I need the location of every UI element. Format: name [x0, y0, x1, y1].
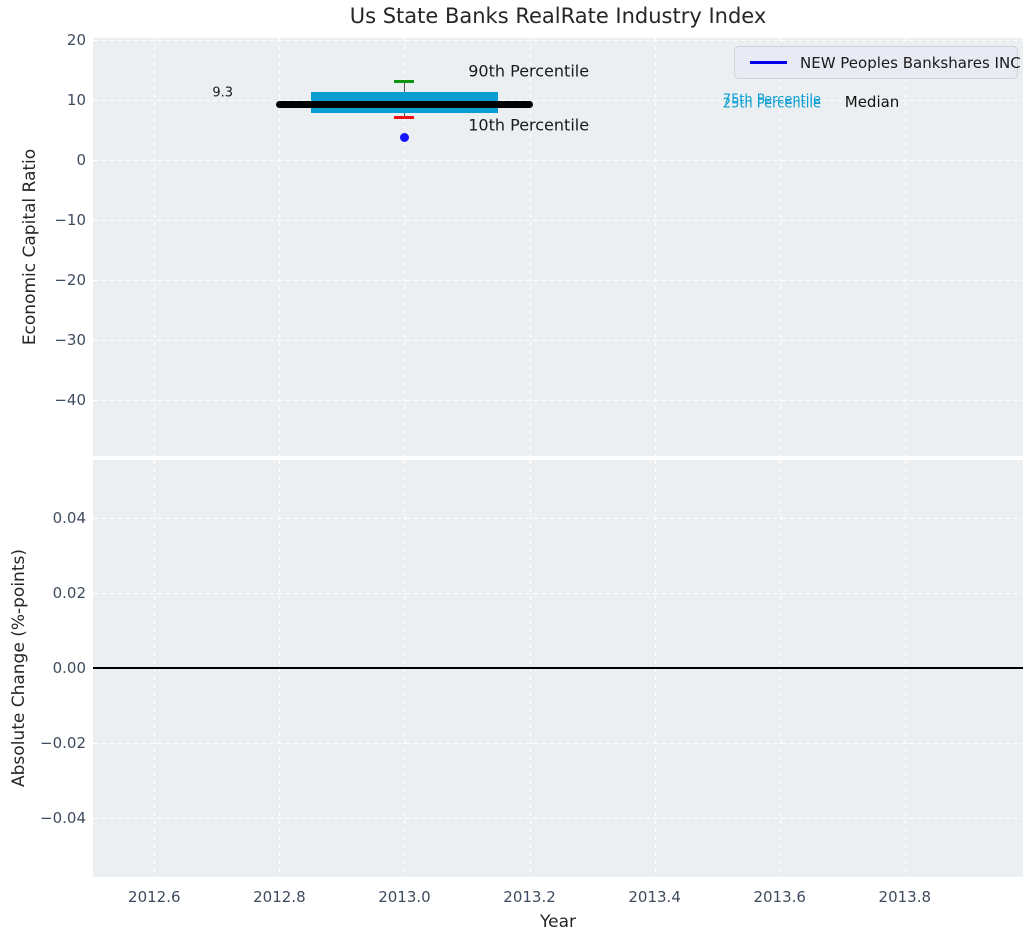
gridline-y	[93, 340, 1023, 341]
median-line	[276, 100, 533, 108]
gridline-y	[93, 159, 1023, 161]
y-tick-label: 20	[66, 30, 86, 49]
legend-line-swatch	[750, 61, 787, 64]
y-tick-label: −30	[54, 331, 86, 349]
gridline-x	[279, 38, 281, 456]
annotation: 9.3	[212, 85, 234, 101]
x-axis-label: Year	[540, 912, 576, 932]
gridline-x	[779, 38, 781, 456]
legend: NEW Peoples Bankshares INC	[734, 46, 1021, 79]
annotation: 75th Percentile	[722, 92, 821, 108]
p90-cap	[394, 80, 415, 84]
x-tick-label: 2012.6	[128, 888, 181, 906]
gridline-y	[93, 818, 1023, 820]
gridline-y	[93, 518, 1023, 520]
x-tick-label: 2013.8	[878, 888, 932, 906]
bottom-plot-area	[93, 460, 1023, 877]
y-tick-label: −10	[54, 210, 86, 229]
zero-reference-line	[93, 667, 1023, 670]
x-tick-label: 2013.6	[753, 888, 806, 906]
x-tick-label: 2012.8	[253, 888, 306, 906]
y-axis-label-top: Economic Capital Ratio	[20, 148, 40, 346]
gridline-x	[154, 38, 156, 456]
p10-cap	[394, 115, 415, 119]
top-plot-area: 90th Percentile 10th Percentile 9.3 75th Pe…	[93, 38, 1023, 456]
gridline-x	[529, 38, 531, 456]
y-tick-label: 10	[66, 90, 86, 109]
y-tick-label: −40	[54, 391, 86, 409]
annotation: 25th Percentile	[722, 96, 821, 112]
legend-label: NEW Peoples Bankshares INC	[800, 53, 1021, 72]
y-tick-label: 0.00	[52, 659, 86, 678]
y-tick-label: 0.04	[52, 509, 86, 528]
gridline-x	[654, 38, 656, 456]
gridline-y	[93, 400, 1023, 401]
gridline-y	[93, 280, 1023, 281]
y-tick-label: −20	[54, 271, 86, 289]
gridline-y	[93, 99, 1023, 101]
gridline-y	[93, 743, 1023, 745]
gridline-x	[404, 38, 406, 456]
gridline-y	[93, 593, 1023, 595]
annotation: Median	[844, 93, 900, 112]
x-tick-label: 2013.0	[378, 888, 431, 906]
y-tick-label: −0.04	[40, 809, 86, 828]
chart-title: Us State Banks RealRate Industry Index	[349, 4, 767, 28]
y-tick-label: −0.02	[40, 734, 86, 753]
gridline-y	[93, 219, 1023, 221]
gridline-y	[93, 39, 1023, 41]
y-tick-label: 0	[76, 150, 86, 169]
annotation: 10th Percentile	[468, 115, 590, 135]
y-tick-label: 0.02	[52, 584, 86, 603]
x-tick-label: 2013.2	[503, 888, 556, 906]
company-data-point	[399, 133, 409, 143]
x-tick-label: 2013.4	[628, 888, 681, 906]
annotation: 90th Percentile	[468, 61, 590, 81]
gridline-x	[904, 38, 906, 456]
